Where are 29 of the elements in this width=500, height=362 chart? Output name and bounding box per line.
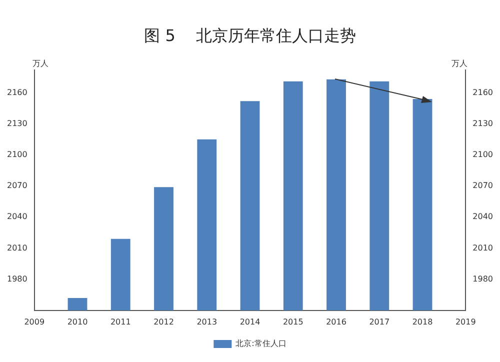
- x-tick-label: 2009: [24, 317, 45, 326]
- y-axis-title: 万人: [32, 59, 48, 68]
- x-tick-label: 2017: [369, 317, 390, 326]
- y2-tick-label: 2070: [472, 181, 493, 190]
- x-tick-label: 2012: [154, 317, 174, 326]
- legend-label: 北京:常住人口: [236, 339, 286, 348]
- y2-tick-label: 1980: [472, 274, 493, 284]
- x-tick-label: 2019: [455, 317, 476, 326]
- y-tick-label: 2010: [7, 243, 28, 252]
- x-tick-label: 2016: [326, 317, 346, 326]
- x-tick-label: 2015: [282, 317, 304, 326]
- y2-tick-label: 2130: [472, 118, 493, 128]
- x-tick-label: 2013: [196, 317, 218, 326]
- y2-tick-label: 2040: [472, 212, 493, 222]
- y-tick-label: 2040: [7, 212, 28, 222]
- y2-tick-label: 2100: [472, 150, 493, 160]
- x-tick-label: 2014: [240, 317, 260, 326]
- x-tick-label: 2018: [412, 317, 433, 326]
- y-tick-label: 2130: [7, 118, 28, 128]
- y-tick-label: 2070: [7, 181, 28, 190]
- y2-axis-title: 万人: [452, 59, 468, 68]
- y-tick-label: 1980: [7, 274, 28, 284]
- x-tick-label: 2011: [110, 317, 131, 326]
- y2-tick-label: 2160: [472, 88, 493, 97]
- chart-title: 图 5 北京历年常住人口走势: [143, 26, 357, 47]
- y-tick-label: 2160: [7, 88, 28, 97]
- y2-tick-label: 2010: [472, 243, 493, 252]
- y-tick-label: 2100: [7, 150, 28, 160]
- x-tick-label: 2010: [67, 317, 88, 326]
